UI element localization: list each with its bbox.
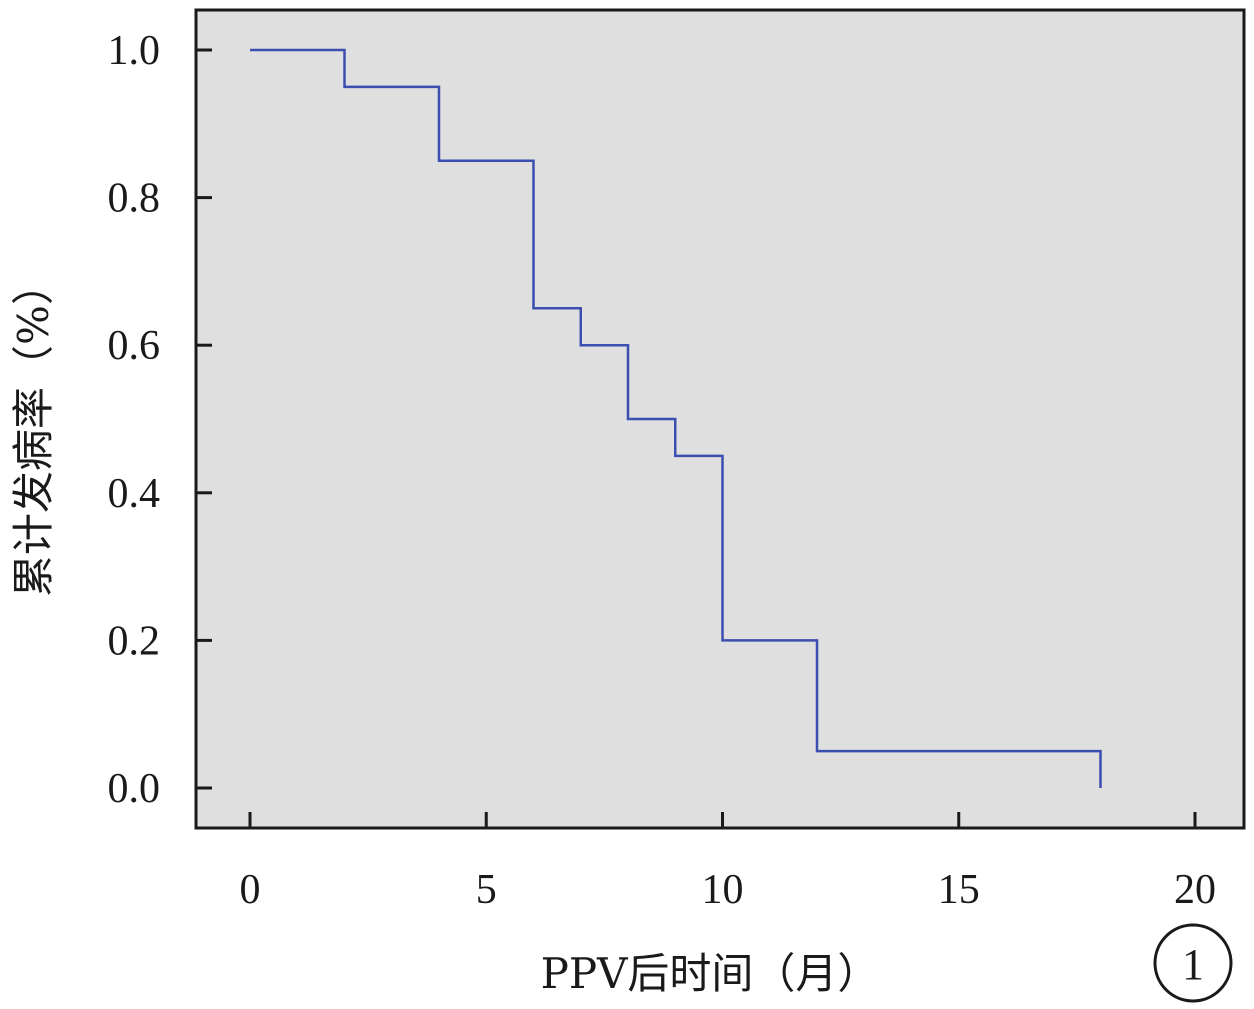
x-tick-label: 10 <box>702 867 744 913</box>
x-tick-label: 5 <box>476 867 497 913</box>
y-axis-title: 累计发病率（%） <box>9 263 58 597</box>
y-tick-label: 0.6 <box>108 323 161 369</box>
x-tick-label: 20 <box>1174 867 1216 913</box>
x-tick-label: 0 <box>240 867 261 913</box>
x-axis-title: PPV后时间（月） <box>541 949 880 998</box>
y-axis: 0.0 0.2 0.4 0.6 0.8 1.0 <box>108 28 212 812</box>
panel-label-circle <box>1153 923 1233 1003</box>
y-tick-label: 0.2 <box>108 618 161 664</box>
x-axis: 0 5 10 15 20 <box>240 812 1216 913</box>
x-tick-label: 15 <box>938 867 980 913</box>
plot-area <box>194 8 1246 830</box>
y-tick-label: 0.8 <box>108 176 161 222</box>
series-0-line <box>250 48 1102 788</box>
y-tick-label: 1.0 <box>108 28 161 74</box>
y-tick-label: 0.4 <box>108 471 161 517</box>
y-tick-label: 0.0 <box>108 766 161 812</box>
panel-label: 1 <box>1182 940 1204 989</box>
